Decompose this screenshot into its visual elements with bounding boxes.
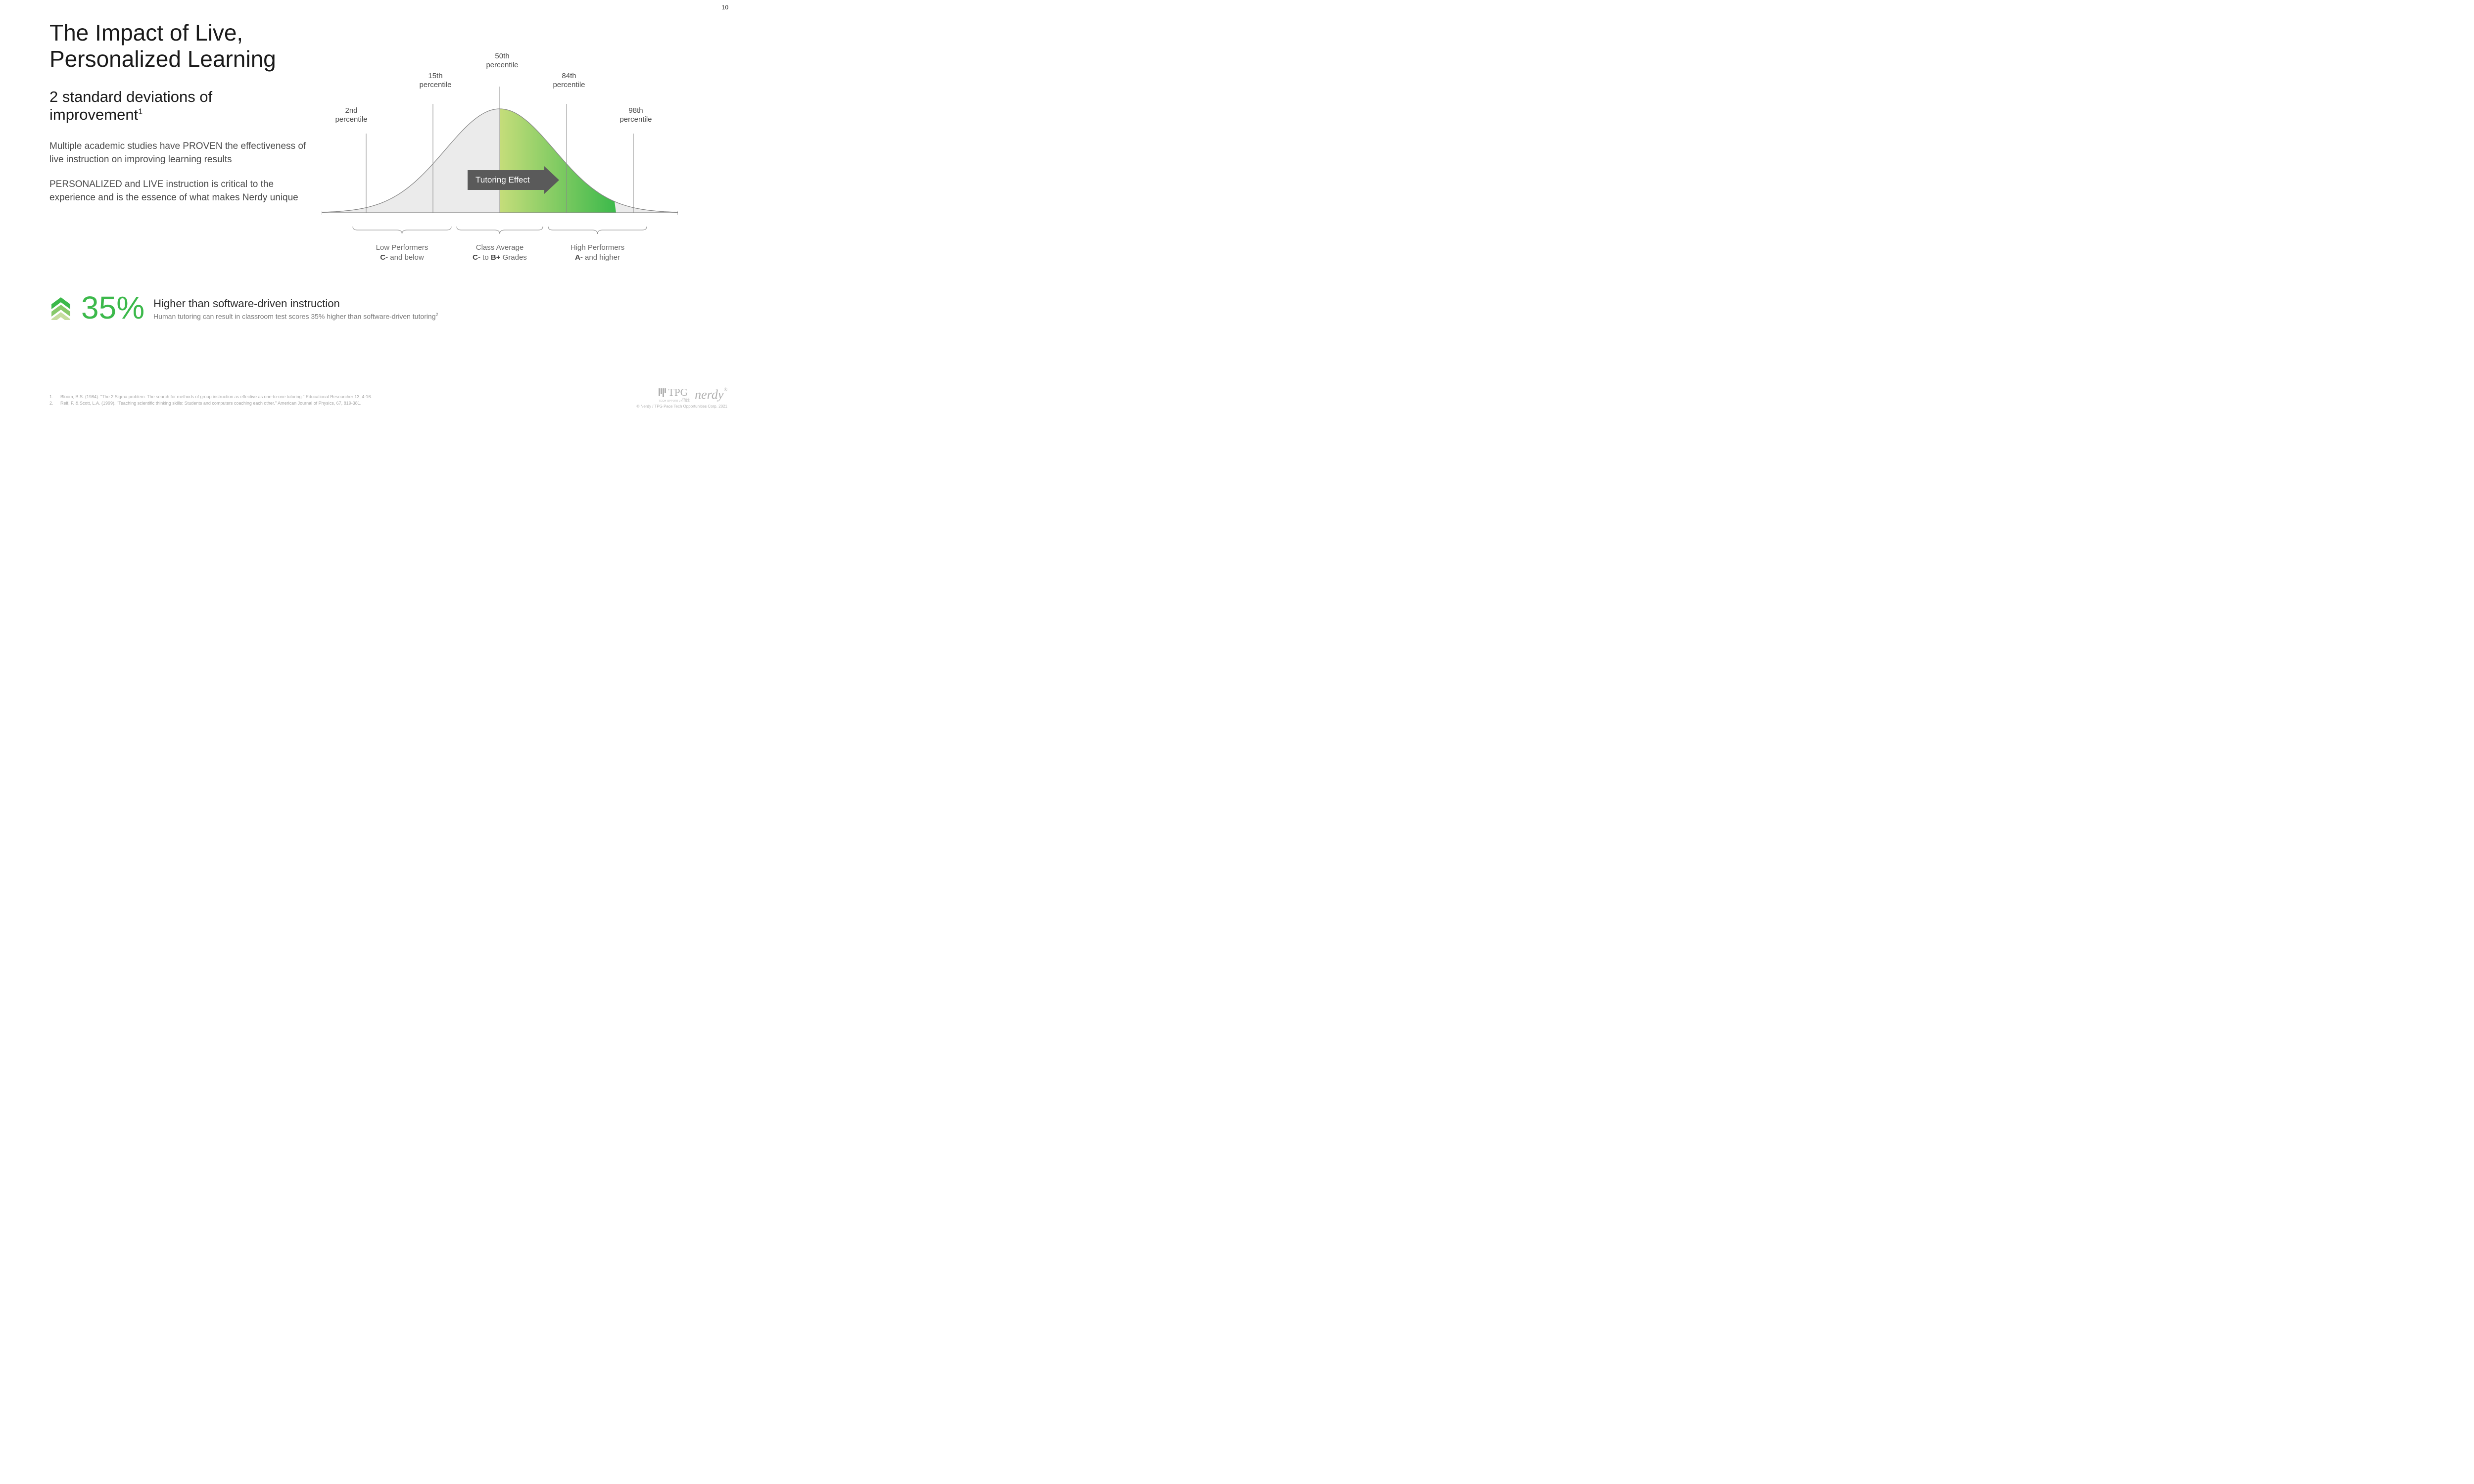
footer-logos: TPG PACE TECH OPPORTUNITIES nerdy® © Ner… [637, 386, 727, 409]
footnote-2: 2. Reif, F. & Scott, L.A. (1999). "Teach… [49, 400, 372, 407]
bracket-2: High PerformersA- and higher [547, 226, 648, 263]
stat-sub-sup: 2 [435, 312, 438, 317]
percentile-label-0: 2ndpercentile [332, 106, 371, 124]
tutoring-effect-arrow: Tutoring Effect [468, 170, 544, 190]
percentile-label-3: 84thpercentile [549, 72, 589, 90]
arrow-head-icon [544, 166, 559, 194]
tpg-sub-2: TECH OPPORTUNITIES [659, 400, 690, 403]
nerdy-logo-text: nerdy [695, 387, 723, 402]
footnote-2-text: Reif, F. & Scott, L.A. (1999). "Teaching… [60, 400, 361, 407]
footnote-1-num: 1. [49, 394, 54, 400]
right-column: 2ndpercentile 15thpercentile 50thpercentil… [322, 20, 698, 223]
paragraph-2: PERSONALIZED and LIVE instruction is cri… [49, 178, 307, 205]
nerdy-tm-icon: ® [723, 387, 727, 393]
bracket-1: Class AverageC- to B+ Grades [455, 226, 544, 263]
stat-number: 35% [81, 292, 144, 324]
subtitle-sup: 1 [138, 107, 143, 116]
footnote-2-num: 2. [49, 400, 54, 407]
chevron-up-stack-icon [49, 295, 72, 320]
tpg-logo: TPG PACE TECH OPPORTUNITIES [659, 386, 690, 403]
tpg-logo-text: TPG [668, 386, 688, 399]
tpg-bars-icon [659, 388, 666, 397]
nerdy-logo: nerdy® [695, 387, 727, 402]
copyright: © Nerdy / TPG Pace Tech Opportunities Co… [637, 404, 727, 409]
left-column: The Impact of Live, Personalized Learnin… [49, 20, 307, 223]
percentile-label-2: 50thpercentile [482, 52, 522, 70]
paragraph-1: Multiple academic studies have PROVEN th… [49, 139, 307, 167]
footnotes: 1. Bloom, B.S. (1984). "The 2 Sigma prob… [49, 394, 372, 407]
footnote-1: 1. Bloom, B.S. (1984). "The 2 Sigma prob… [49, 394, 372, 400]
subtitle: 2 standard deviations of improvement1 [49, 88, 307, 124]
page-number: 10 [722, 4, 728, 11]
percentile-label-1: 15thpercentile [416, 72, 455, 90]
logos-row: TPG PACE TECH OPPORTUNITIES nerdy® [637, 386, 727, 403]
subtitle-text: 2 standard deviations of improvement [49, 88, 212, 123]
stat-text: Higher than software-driven instruction … [153, 295, 438, 321]
percentile-label-4: 98thpercentile [616, 106, 656, 124]
stat-subtext: Human tutoring can result in classroom t… [153, 312, 438, 321]
stat-sub-pre: Human tutoring can result in classroom t… [153, 312, 435, 320]
bracket-label-0: Low PerformersC- and below [351, 243, 453, 263]
page-title: The Impact of Live, Personalized Learnin… [49, 20, 307, 72]
bracket-label-1: Class AverageC- to B+ Grades [455, 243, 544, 263]
bell-curve-svg [322, 74, 678, 223]
bell-curve-chart: 2ndpercentile15thpercentile50thpercentil… [322, 74, 678, 223]
bracket-label-2: High PerformersA- and higher [547, 243, 648, 263]
footnote-1-text: Bloom, B.S. (1984). "The 2 Sigma problem… [60, 394, 372, 400]
stat-heading: Higher than software-driven instruction [153, 297, 438, 310]
bracket-0: Low PerformersC- and below [351, 226, 453, 263]
main-content: The Impact of Live, Personalized Learnin… [0, 0, 742, 223]
stat-row: 35% Higher than software-driven instruct… [49, 292, 438, 324]
